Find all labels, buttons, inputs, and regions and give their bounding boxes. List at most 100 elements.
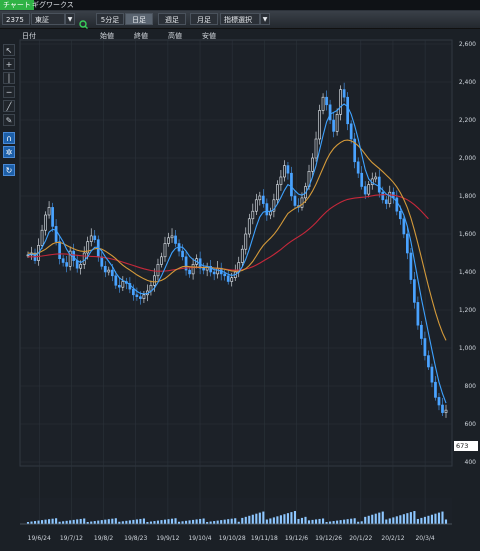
period-daily-button[interactable]: 日足 — [125, 13, 153, 25]
volume-bar — [230, 518, 233, 524]
settings-icon[interactable]: ✲ — [3, 146, 15, 158]
candle-body — [261, 195, 265, 204]
volume-bar — [156, 520, 160, 524]
candle-body — [384, 199, 388, 204]
candle-body — [139, 296, 142, 299]
candle-body — [114, 275, 118, 286]
volume-bar — [360, 521, 363, 524]
candle-body — [132, 288, 135, 296]
volume-bar — [427, 515, 430, 524]
volume-bar — [409, 512, 412, 524]
x-tick-label: 19/8/23 — [124, 535, 147, 542]
magnet-icon[interactable]: ∩ — [3, 132, 15, 144]
candle-body — [416, 302, 420, 326]
candle-body — [398, 210, 402, 220]
y-tick-label: 400 — [465, 459, 477, 466]
volume-bar — [413, 511, 416, 524]
x-tick-label: 20/2/12 — [381, 535, 404, 542]
refresh-icon[interactable]: ↻ — [3, 164, 15, 176]
candle-body — [170, 235, 174, 239]
volume-bar — [237, 521, 240, 524]
cursor-arrow-icon[interactable]: ↖ — [3, 44, 15, 56]
volume-bar — [343, 519, 346, 524]
candle-body — [121, 281, 125, 288]
volume-bar — [40, 520, 44, 524]
toolbar: 2375 東証 ▼ 5分足 日足 週足 月足 指標選択 ▼ — [0, 11, 480, 29]
volume-bar — [371, 514, 374, 524]
volume-bar — [153, 521, 156, 524]
crosshair-icon[interactable]: + — [3, 58, 15, 70]
volume-bar — [378, 512, 381, 524]
volume-bar — [430, 514, 434, 524]
x-tick-label: 19/11/18 — [251, 535, 278, 542]
volume-bar — [107, 519, 110, 524]
y-tick-label: 1,400 — [459, 269, 476, 276]
candle-body — [230, 277, 234, 282]
x-tick-label: 19/10/4 — [188, 535, 211, 542]
candle-body — [93, 235, 97, 240]
volume-bar — [325, 522, 328, 524]
x-tick-label: 19/10/28 — [219, 535, 246, 542]
candle-body — [342, 89, 346, 98]
volume-bar — [234, 518, 237, 524]
candle-body — [244, 233, 248, 250]
volume-bar — [185, 520, 188, 524]
volume-bar — [146, 522, 149, 524]
volume-bar — [62, 521, 65, 524]
indicator-dropdown-icon[interactable]: ▼ — [260, 13, 270, 25]
period-weekly-button[interactable]: 週足 — [158, 13, 186, 25]
volume-bar — [336, 520, 339, 524]
volume-bar — [199, 518, 202, 524]
search-icon[interactable] — [79, 14, 88, 29]
candle-body — [311, 157, 314, 172]
volume-bar — [255, 513, 258, 524]
candle-body — [181, 250, 184, 258]
candle-body — [75, 260, 79, 269]
horizontal-line-icon[interactable]: ─ — [3, 86, 15, 98]
volume-bar — [346, 519, 349, 524]
indicator-select[interactable]: 指標選択 — [220, 13, 260, 25]
vertical-line-icon[interactable]: │ — [3, 72, 15, 84]
candle-body — [434, 381, 437, 398]
volume-bar — [329, 521, 332, 524]
candle-body — [212, 271, 216, 275]
volume-bar — [262, 511, 265, 524]
volume-bar — [374, 513, 377, 524]
candle-body — [349, 123, 353, 140]
candle-body — [360, 172, 364, 187]
volume-bar — [223, 519, 226, 524]
stock-code-field[interactable]: 2375 — [2, 13, 30, 25]
eraser-icon[interactable]: ✎ — [3, 114, 15, 126]
candle-body — [335, 114, 339, 132]
market-dropdown-icon[interactable]: ▼ — [65, 13, 75, 25]
candle-body — [47, 207, 51, 216]
candle-body — [163, 243, 167, 258]
x-tick-label: 19/7/12 — [60, 535, 83, 542]
volume-bar — [290, 512, 293, 524]
volume-bar — [83, 518, 86, 524]
volume-bar — [279, 515, 282, 524]
candle-body — [328, 104, 332, 121]
volume-bar — [314, 519, 318, 524]
candle-body — [290, 172, 293, 197]
candle-body — [103, 265, 107, 273]
period-5min-button[interactable]: 5分足 — [96, 13, 124, 25]
volume-bar — [406, 513, 409, 524]
volume-bar — [241, 517, 244, 524]
trend-line-icon[interactable]: ╱ — [3, 100, 15, 112]
candle-body — [265, 203, 269, 216]
candle-body — [258, 195, 262, 201]
volume-bar — [76, 519, 79, 524]
header-close-label: 終値 — [134, 32, 148, 40]
candle-body — [388, 191, 392, 204]
volume-bar — [269, 518, 272, 524]
x-tick-label: 19/12/6 — [285, 535, 308, 542]
candle-body — [374, 176, 378, 180]
market-select[interactable]: 東証 — [31, 13, 65, 25]
candle-body — [332, 119, 335, 132]
volume-bar — [209, 521, 212, 524]
period-monthly-button[interactable]: 月足 — [190, 13, 218, 25]
candle-body — [135, 294, 139, 297]
volume-bar — [69, 520, 72, 524]
